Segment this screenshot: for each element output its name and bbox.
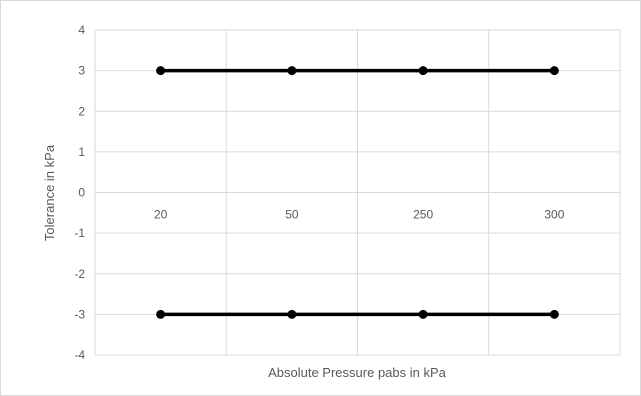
x-category-label: 250 <box>413 208 433 222</box>
data-point <box>418 309 428 319</box>
x-category-label: 50 <box>285 208 299 222</box>
x-axis-title: Absolute Pressure pabs in kPa <box>268 365 447 380</box>
data-point <box>418 66 428 76</box>
y-tick-label: 1 <box>78 145 85 159</box>
y-tick-label: 0 <box>78 186 85 200</box>
y-tick-label: 3 <box>78 64 85 78</box>
x-category-label: 20 <box>154 208 168 222</box>
data-point <box>156 66 166 76</box>
data-point <box>549 66 559 76</box>
y-tick-label: -4 <box>74 348 85 362</box>
y-axis-title: Tolerance in kPa <box>42 144 57 241</box>
labels-layer: 4 3 2 1 0 -1 -2 -3 -4 20 50 250 300 <box>74 23 564 362</box>
data-point <box>156 309 166 319</box>
y-tick-label: 2 <box>78 104 85 118</box>
gridlines <box>94 29 621 356</box>
y-tick-label: -3 <box>74 307 85 321</box>
data-point <box>287 66 297 76</box>
y-tick-label: 4 <box>78 23 85 37</box>
y-tick-label: -1 <box>74 226 85 240</box>
data-point <box>287 309 297 319</box>
y-tick-label: -2 <box>74 267 85 281</box>
series-layer <box>156 66 559 319</box>
x-category-label: 300 <box>544 208 564 222</box>
data-point <box>549 309 559 319</box>
